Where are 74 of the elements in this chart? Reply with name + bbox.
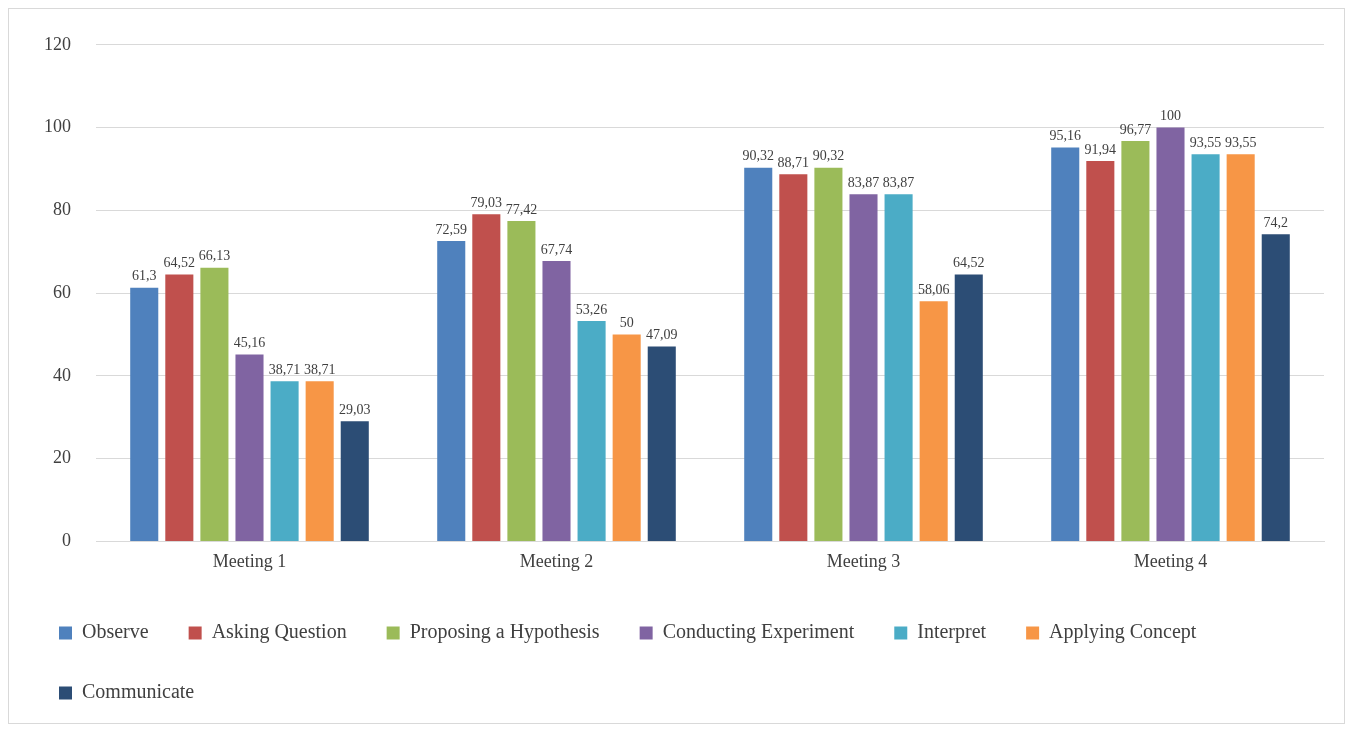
- bar: [744, 167, 773, 541]
- bar: [849, 194, 878, 541]
- data-label: 79,03: [470, 195, 503, 211]
- bar: [884, 194, 913, 541]
- y-tick-label: 60: [53, 281, 71, 302]
- data-label: 64,52: [163, 255, 196, 271]
- y-tick-label: 100: [44, 116, 71, 137]
- data-label: 93,55: [1189, 134, 1222, 150]
- bar: [612, 334, 641, 541]
- data-label: 66,13: [198, 248, 231, 264]
- bar: [130, 287, 159, 541]
- bar: [1121, 140, 1150, 541]
- bar: [437, 241, 466, 541]
- bar: [647, 346, 676, 541]
- legend-label: Conducting Experiment: [662, 620, 855, 644]
- data-label: 50: [619, 315, 634, 331]
- bar: [814, 167, 843, 541]
- data-label: 53,26: [575, 301, 608, 317]
- y-tick-label: 0: [62, 530, 71, 551]
- legend-label: Proposing a Hypothesis: [409, 620, 600, 644]
- data-label: 96,77: [1119, 121, 1152, 137]
- y-tick-label: 20: [53, 447, 71, 468]
- bar: [1156, 127, 1185, 541]
- data-label: 38,71: [303, 361, 336, 377]
- bar: [340, 421, 369, 541]
- data-label: 95,16: [1049, 128, 1081, 144]
- y-tick-label: 80: [53, 199, 71, 220]
- data-label: 93,55: [1224, 134, 1257, 150]
- x-tick-label: Meeting 4: [1133, 550, 1208, 571]
- data-label: 58,06: [917, 281, 950, 297]
- bar: [954, 274, 983, 541]
- bar: [542, 261, 571, 541]
- x-tick-label: Meeting 2: [519, 550, 594, 571]
- bar: [305, 381, 334, 541]
- bar: [270, 381, 299, 541]
- legend-label: Communicate: [82, 680, 195, 703]
- bar: [472, 214, 501, 541]
- data-label: 47,09: [646, 327, 678, 343]
- data-label: 29,03: [339, 401, 371, 417]
- bar: [1226, 154, 1255, 541]
- bar: [1051, 147, 1080, 541]
- data-label: 45,16: [233, 335, 266, 351]
- data-label: 91,94: [1084, 141, 1117, 157]
- legend-label: Applying Concept: [1049, 620, 1197, 644]
- data-label: 88,71: [777, 154, 810, 170]
- bar: [1261, 234, 1290, 541]
- legend-label: Observe: [82, 620, 149, 643]
- bar: [779, 174, 808, 541]
- data-label: 83,87: [882, 174, 915, 190]
- bar: [1191, 154, 1220, 541]
- bar: [235, 354, 264, 541]
- bar: [200, 267, 229, 541]
- data-label: 90,32: [742, 148, 774, 164]
- data-label: 77,42: [505, 201, 538, 217]
- x-tick-label: Meeting 3: [826, 550, 901, 571]
- data-label: 90,32: [812, 148, 845, 164]
- legend-label: Asking Question: [211, 620, 347, 644]
- y-tick-label: 40: [53, 364, 71, 385]
- data-label: 67,74: [540, 241, 573, 257]
- bar: [919, 301, 948, 541]
- bar: [1086, 160, 1115, 541]
- bar: [165, 274, 194, 541]
- data-label: 100: [1160, 108, 1181, 124]
- data-label: 64,52: [953, 255, 985, 271]
- legend-label: Interpret: [917, 620, 987, 644]
- data-label: 61,3: [131, 268, 157, 284]
- data-label: 83,87: [847, 174, 880, 190]
- data-label: 72,59: [435, 221, 467, 237]
- data-label: 38,71: [268, 361, 301, 377]
- bar: [577, 320, 606, 541]
- bar: [507, 221, 536, 541]
- x-tick-label: Meeting 1: [212, 550, 287, 571]
- data-label: 74,2: [1263, 215, 1289, 231]
- y-tick-label: 120: [44, 33, 71, 54]
